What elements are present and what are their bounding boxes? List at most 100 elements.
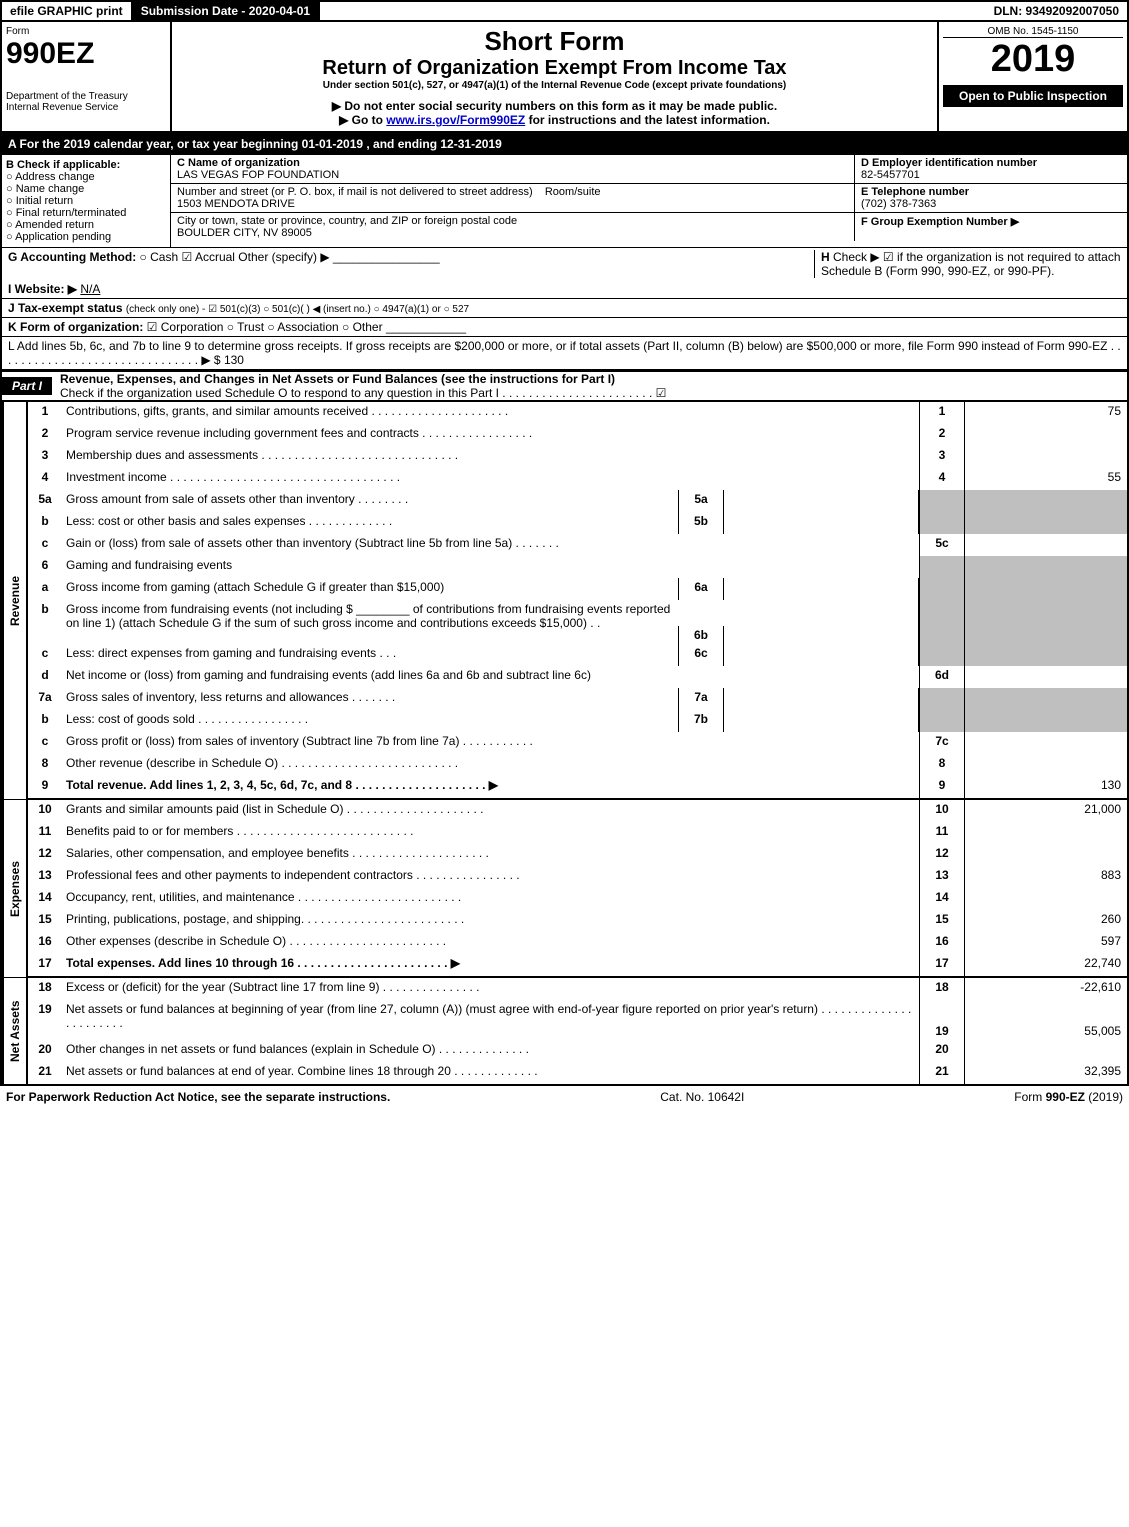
line-7a-mnum: 7a xyxy=(678,688,724,710)
line-5c-rnum: 5c xyxy=(919,534,965,556)
line-5a-rnum xyxy=(919,490,965,512)
gh-row: G Accounting Method: ○ Cash ☑ Accrual Ot… xyxy=(0,247,1129,280)
chk-final-return[interactable]: Final return/terminated xyxy=(6,207,166,219)
line-16-val: 597 xyxy=(965,932,1127,954)
line-1: 1 Contributions, gifts, grants, and simi… xyxy=(26,402,1129,424)
line-2-val xyxy=(965,424,1127,446)
line-17: 17 Total expenses. Add lines 10 through … xyxy=(26,954,1129,977)
line-19-desc: Net assets or fund balances at beginning… xyxy=(62,1000,919,1040)
line-7c: c Gross profit or (loss) from sales of i… xyxy=(26,732,1129,754)
line-17-num: 17 xyxy=(28,954,62,976)
line-2-num: 2 xyxy=(28,424,62,446)
line-5b-mval xyxy=(724,512,919,534)
line-19-val: 55,005 xyxy=(965,1022,1127,1040)
line-18-val: -22,610 xyxy=(965,978,1127,1000)
line-14-val xyxy=(965,888,1127,910)
title-return: Return of Organization Exempt From Incom… xyxy=(176,57,933,80)
line-5b: b Less: cost or other basis and sales ex… xyxy=(26,512,1129,534)
line-5c-val xyxy=(965,534,1127,556)
line-7b-mnum: 7b xyxy=(678,710,724,732)
omb-label: OMB No. 1545-1150 xyxy=(943,26,1123,38)
group-exemption-cell: F Group Exemption Number ▶ xyxy=(855,213,1127,241)
line-10-desc: Grants and similar amounts paid (list in… xyxy=(62,800,919,822)
line-21-num: 21 xyxy=(28,1062,62,1084)
line-10-val: 21,000 xyxy=(965,800,1127,822)
line-7b-val xyxy=(965,710,1127,732)
address-cell: Number and street (or P. O. box, if mail… xyxy=(171,184,855,213)
line-15-num: 15 xyxy=(28,910,62,932)
g-other[interactable]: Other (specify) ▶ xyxy=(238,250,329,264)
line-16: 16 Other expenses (describe in Schedule … xyxy=(26,932,1129,954)
line-14-rnum: 14 xyxy=(919,888,965,910)
line-18-desc: Excess or (deficit) for the year (Subtra… xyxy=(62,978,919,1000)
line-5b-mnum: 5b xyxy=(678,512,724,534)
line-5a-mnum: 5a xyxy=(678,490,724,512)
line-13-rnum: 13 xyxy=(919,866,965,888)
line-6: 6 Gaming and fundraising events xyxy=(26,556,1129,578)
line-9-desc: Total revenue. Add lines 1, 2, 3, 4, 5c,… xyxy=(62,776,919,798)
line-6c-val xyxy=(965,644,1127,666)
line-13-val: 883 xyxy=(965,866,1127,888)
section-g: G Accounting Method: ○ Cash ☑ Accrual Ot… xyxy=(8,250,814,278)
line-17-val: 22,740 xyxy=(965,954,1127,976)
section-k: K Form of organization: ☑ Corporation ○ … xyxy=(0,317,1129,336)
line-12-rnum: 12 xyxy=(919,844,965,866)
line-8: 8 Other revenue (describe in Schedule O)… xyxy=(26,754,1129,776)
line-2: 2 Program service revenue including gove… xyxy=(26,424,1129,446)
line-6b-mval xyxy=(724,600,919,644)
line-13-desc: Professional fees and other payments to … xyxy=(62,866,919,888)
chk-name-change[interactable]: Name change xyxy=(6,183,166,195)
title-short-form: Short Form xyxy=(176,26,933,57)
line-14-num: 14 xyxy=(28,888,62,910)
line-12-val xyxy=(965,844,1127,866)
line-6b-desc: Gross income from fundraising events (no… xyxy=(62,600,678,644)
line-1-num: 1 xyxy=(28,402,62,424)
addr-label: Number and street (or P. O. box, if mail… xyxy=(177,186,533,198)
section-b: B Check if applicable: Address change Na… xyxy=(2,155,171,247)
line-6d-num: d xyxy=(28,666,62,688)
line-1-val: 75 xyxy=(965,402,1127,424)
chk-address-change[interactable]: Address change xyxy=(6,171,166,183)
line-16-desc: Other expenses (describe in Schedule O) … xyxy=(62,932,919,954)
line-18: 18 Excess or (deficit) for the year (Sub… xyxy=(26,978,1129,1000)
line-11-rnum: 11 xyxy=(919,822,965,844)
efile-print-button[interactable]: efile GRAPHIC print xyxy=(2,2,133,20)
g-accrual[interactable]: ☑ Accrual xyxy=(182,250,235,264)
line-6a-rnum xyxy=(919,578,965,600)
line-21-desc: Net assets or fund balances at end of ye… xyxy=(62,1062,919,1084)
expenses-section: Expenses 10 Grants and similar amounts p… xyxy=(0,799,1129,977)
goto-post: for instructions and the latest informat… xyxy=(525,113,770,127)
city-label: City or town, state or province, country… xyxy=(177,215,517,227)
line-18-num: 18 xyxy=(28,978,62,1000)
line-6d-rnum: 6d xyxy=(919,666,965,688)
line-3-num: 3 xyxy=(28,446,62,468)
line-20-num: 20 xyxy=(28,1040,62,1062)
line-5b-desc: Less: cost or other basis and sales expe… xyxy=(62,512,678,534)
line-7a-desc: Gross sales of inventory, less returns a… xyxy=(62,688,678,710)
line-11: 11 Benefits paid to or for members . . .… xyxy=(26,822,1129,844)
section-b-label: B Check if applicable: xyxy=(6,159,166,171)
page-footer: For Paperwork Reduction Act Notice, see … xyxy=(0,1084,1129,1108)
line-2-rnum: 2 xyxy=(919,424,965,446)
netassets-vlabel: Net Assets xyxy=(2,978,26,1084)
line-6-num: 6 xyxy=(28,556,62,578)
k-label: K Form of organization: xyxy=(8,320,143,334)
line-21: 21 Net assets or fund balances at end of… xyxy=(26,1062,1129,1084)
line-3-val xyxy=(965,446,1127,468)
j-text: (check only one) - ☑ 501(c)(3) ○ 501(c)(… xyxy=(126,304,469,315)
irs-link[interactable]: www.irs.gov/Form990EZ xyxy=(386,113,525,127)
line-14-desc: Occupancy, rent, utilities, and maintena… xyxy=(62,888,919,910)
line-5c-num: c xyxy=(28,534,62,556)
line-6b-val xyxy=(965,600,1127,644)
irs-label: Internal Revenue Service xyxy=(6,102,166,113)
chk-amended-return[interactable]: Amended return xyxy=(6,219,166,231)
chk-initial-return[interactable]: Initial return xyxy=(6,195,166,207)
line-4-num: 4 xyxy=(28,468,62,490)
phone-cell: E Telephone number (702) 378-7363 xyxy=(855,184,1127,213)
line-7b: b Less: cost of goods sold . . . . . . .… xyxy=(26,710,1129,732)
g-cash[interactable]: ○ Cash xyxy=(140,250,179,264)
subtitle: Under section 501(c), 527, or 4947(a)(1)… xyxy=(176,80,933,91)
line-19-num: 19 xyxy=(28,1000,62,1040)
chk-application-pending[interactable]: Application pending xyxy=(6,231,166,243)
part1-tab: Part I xyxy=(2,377,52,395)
